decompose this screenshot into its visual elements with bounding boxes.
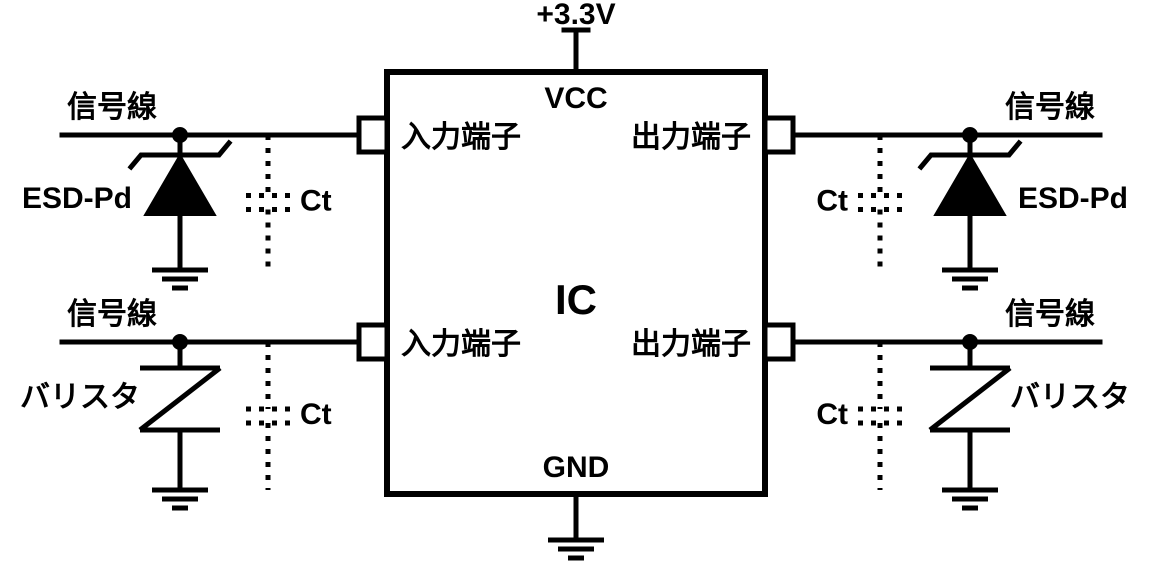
ct-label: Ct	[816, 184, 848, 217]
tvs-ground-left	[152, 270, 208, 288]
ct-cap-left-top	[246, 135, 290, 270]
signal-label-right_top: 信号線	[1005, 90, 1095, 124]
varistor-right	[930, 342, 1010, 490]
varistor-label-left: バリスタ	[20, 381, 140, 414]
supply-label: +3.3V	[536, 0, 615, 31]
in-top-label: 入力端子	[401, 121, 521, 154]
ct-cap-right-bot	[858, 342, 902, 490]
signal-label-left_top: 信号線	[67, 90, 157, 124]
ic-port-out-bot	[765, 325, 793, 359]
gnd-label: GND	[543, 451, 610, 484]
ic-ground-icon	[548, 540, 604, 558]
signal-label-right_bot: 信号線	[1005, 297, 1095, 331]
vcc-label: VCC	[544, 82, 607, 115]
ct-cap-right-top	[858, 135, 902, 270]
varistor-left	[140, 342, 220, 490]
ct-label: Ct	[300, 184, 332, 217]
ct-label: Ct	[816, 398, 848, 431]
in-bot-label: 入力端子	[401, 328, 521, 361]
out-top-label: 出力端子	[631, 121, 751, 154]
varistor-ground-left	[152, 490, 208, 508]
tvs-ground-right	[942, 270, 998, 288]
ct-label: Ct	[300, 398, 332, 431]
ic-port-out-top	[765, 118, 793, 152]
ic-port-in-bot	[359, 325, 387, 359]
varistor-ground-right	[942, 490, 998, 508]
out-bot-label: 出力端子	[631, 328, 751, 361]
varistor-label-right: バリスタ	[1010, 381, 1130, 414]
ic-label: IC	[555, 276, 597, 323]
esd-label-left: ESD-Pd	[22, 182, 132, 215]
ct-cap-left-bot	[246, 342, 290, 490]
tvs-diode-left	[131, 135, 229, 270]
signal-label-left_bot: 信号線	[67, 297, 157, 331]
esd-label-right: ESD-Pd	[1018, 182, 1128, 215]
tvs-diode-right	[921, 135, 1019, 270]
ic-port-in-top	[359, 118, 387, 152]
